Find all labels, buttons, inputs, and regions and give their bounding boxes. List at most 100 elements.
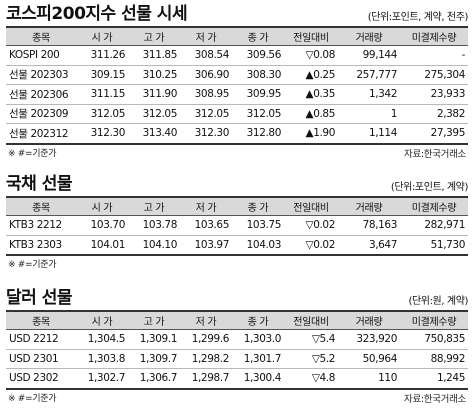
cell-change: ▲0.85 [284,104,338,124]
kospi-title: 코스피200지수 선물 시세 [6,4,188,24]
col-header-high: 고 가 [128,196,180,216]
dollar-unit: (단위:원, 계약) [408,296,468,307]
table-row: KTB3 2303 104.01 104.10 103.97 104.03 ▽0… [6,235,468,256]
col-header-open: 시 가 [76,26,128,46]
cell-volume: 3,647 [338,235,400,256]
table-row: KTB3 2212 103.70 103.78 103.65 103.75 ▽0… [6,215,468,236]
cell-open: 1,302.7 [76,368,128,390]
dollar-title-row: 달러 선물 (단위:원, 계약) [6,286,468,310]
cell-open: 1,303.8 [76,349,128,369]
cell-high: 1,306.7 [128,368,180,390]
col-header-change: 전일대비 [284,310,338,330]
table-row: 선물 202312 312.30 313.40 312.30 312.80 ▲1… [6,123,468,145]
col-header-name: 종목 [6,26,76,46]
kospi-footer: ※ #=기준가 자료:한국거래소 [6,145,468,160]
bond-title-row: 국채 선물 (단위:포인트, 계약) [6,172,468,196]
cell-low: 306.90 [180,65,232,85]
cell-close: 312.80 [232,123,284,145]
cell-volume: 50,964 [338,349,400,369]
cell-open-interest: 275,304 [400,65,468,85]
cell-low: 103.97 [180,235,232,256]
cell-change: ▽5.4 [284,329,338,350]
cell-close: 309.95 [232,84,284,105]
col-header-high: 고 가 [128,310,180,330]
col-header-close: 종 가 [232,310,284,330]
kospi-table: 종목 시 가 고 가 저 가 종 가 전일대비 거래량 미결제수량 KOSPI … [6,26,468,145]
cell-high: 312.05 [128,104,180,124]
cell-close: 1,301.7 [232,349,284,369]
bond-footer: ※ #=기준가 [6,256,468,270]
cell-open: 312.05 [76,104,128,124]
col-header-low: 저 가 [180,310,232,330]
cell-open-interest: 282,971 [400,215,468,236]
col-header-open-interest: 미결제수량 [400,26,468,46]
col-header-open: 시 가 [76,310,128,330]
cell-name: 선물 202303 [6,65,76,85]
bond-table: 종목 시 가 고 가 저 가 종 가 전일대비 거래량 미결제수량 KTB3 2… [6,196,468,256]
bond-title: 국채 선물 [6,174,72,194]
cell-high: 1,309.7 [128,349,180,369]
col-header-name: 종목 [6,310,76,330]
cell-close: 1,303.0 [232,329,284,350]
cell-volume: 1,342 [338,84,400,105]
col-header-high: 고 가 [128,26,180,46]
cell-open-interest: 23,933 [400,84,468,105]
cell-close: 309.56 [232,45,284,66]
col-header-volume: 거래량 [338,196,400,216]
cell-low: 1,299.6 [180,329,232,350]
col-header-change: 전일대비 [284,196,338,216]
cell-open: 312.30 [76,123,128,145]
col-header-open-interest: 미결제수량 [400,196,468,216]
cell-open-interest: 2,382 [400,104,468,124]
cell-open: 311.15 [76,84,128,105]
cell-low: 308.95 [180,84,232,105]
cell-low: 1,298.2 [180,349,232,369]
cell-high: 103.78 [128,215,180,236]
table-header-row: 종목 시 가 고 가 저 가 종 가 전일대비 거래량 미결제수량 [6,196,468,216]
col-header-close: 종 가 [232,26,284,46]
col-header-low: 저 가 [180,196,232,216]
cell-close: 1,300.4 [232,368,284,390]
dollar-source: 자료:한국거래소 [404,393,466,405]
cell-name: USD 2302 [6,368,76,390]
cell-high: 1,309.1 [128,329,180,350]
cell-open-interest: 750,835 [400,329,468,350]
table-row: USD 2301 1,303.8 1,309.7 1,298.2 1,301.7… [6,349,468,369]
kospi-futures-section: 코스피200지수 선물 시세 (단위:포인트, 계약, 천주) 종목 시 가 고… [6,2,468,160]
cell-volume: 323,920 [338,329,400,350]
cell-open: 311.26 [76,45,128,66]
cell-high: 311.85 [128,45,180,66]
col-header-close: 종 가 [232,196,284,216]
bond-unit: (단위:포인트, 계약) [390,182,469,193]
cell-close: 103.75 [232,215,284,236]
cell-name: 선물 202312 [6,123,76,145]
cell-open: 104.01 [76,235,128,256]
cell-close: 312.05 [232,104,284,124]
cell-name: KOSPI 200 [6,45,76,66]
table-header-row: 종목 시 가 고 가 저 가 종 가 전일대비 거래량 미결제수량 [6,26,468,46]
cell-change: ▽5.2 [284,349,338,369]
bond-note: ※ #=기준가 [8,260,57,270]
cell-change: ▲1.90 [284,123,338,145]
col-header-open-interest: 미결제수량 [400,310,468,330]
cell-volume: 78,163 [338,215,400,236]
table-row: 선물 202309 312.05 312.05 312.05 312.05 ▲0… [6,104,468,124]
cell-open-interest: - [400,45,468,66]
cell-change: ▽0.08 [284,45,338,66]
cell-name: 선물 202309 [6,104,76,124]
cell-open-interest: 51,730 [400,235,468,256]
cell-open: 103.70 [76,215,128,236]
cell-change: ▽0.02 [284,235,338,256]
cell-high: 104.10 [128,235,180,256]
bond-futures-section: 국채 선물 (단위:포인트, 계약) 종목 시 가 고 가 저 가 종 가 전일… [6,172,468,270]
table-row: 선물 202303 309.15 310.25 306.90 308.30 ▲0… [6,65,468,85]
cell-open-interest: 27,395 [400,123,468,145]
cell-name: 선물 202306 [6,84,76,105]
table-row: USD 2212 1,304.5 1,309.1 1,299.6 1,303.0… [6,329,468,350]
col-header-open: 시 가 [76,196,128,216]
table-header-row: 종목 시 가 고 가 저 가 종 가 전일대비 거래량 미결제수량 [6,310,468,330]
dollar-table: 종목 시 가 고 가 저 가 종 가 전일대비 거래량 미결제수량 USD 22… [6,310,468,390]
cell-change: ▲0.35 [284,84,338,105]
cell-close: 308.30 [232,65,284,85]
col-header-name: 종목 [6,196,76,216]
